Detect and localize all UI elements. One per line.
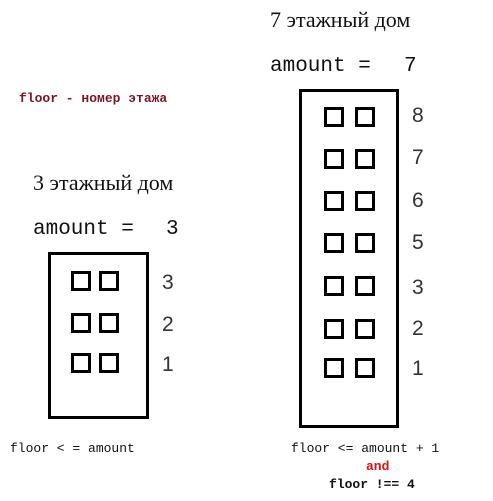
window [355,107,375,127]
right-condition: floor <= amount + 1 [291,441,440,456]
window [355,358,375,378]
right-building [299,89,399,428]
right-extra-condition: floor !== 4 [329,477,415,492]
floor-note: floor - номер этажа [19,91,168,106]
left-floor-number: 2 [162,313,174,336]
window [99,353,119,373]
window [324,319,344,339]
window [355,319,375,339]
window [99,313,119,333]
window [324,358,344,378]
left-amount-value: 3 [166,218,179,241]
window [324,191,344,211]
left-floor-number: 1 [162,353,174,376]
window [71,271,91,291]
window [71,313,91,333]
left-title: 3 этажный дом [33,170,174,195]
and-text: and [366,459,390,474]
left-amount-label: amount = [33,218,134,241]
right-floor-number: 5 [412,231,424,254]
right-title: 7 этажный дом [270,7,411,32]
right-amount-value: 7 [404,55,417,78]
left-condition: floor < = amount [10,441,135,456]
window [355,233,375,253]
window [99,271,119,291]
window [355,276,375,296]
window [324,107,344,127]
window [71,353,91,373]
left-building [48,252,149,419]
right-floor-number: 1 [412,357,424,380]
right-amount-label: amount = [270,55,371,78]
right-floor-number: 6 [412,189,424,212]
window [355,149,375,169]
window [355,191,375,211]
right-floor-number: 7 [412,146,424,169]
window [324,276,344,296]
right-floor-number: 2 [412,317,424,340]
left-floor-number: 3 [162,271,174,294]
right-floor-number: 3 [412,276,424,299]
window [324,233,344,253]
right-floor-number: 8 [412,104,424,127]
window [324,149,344,169]
